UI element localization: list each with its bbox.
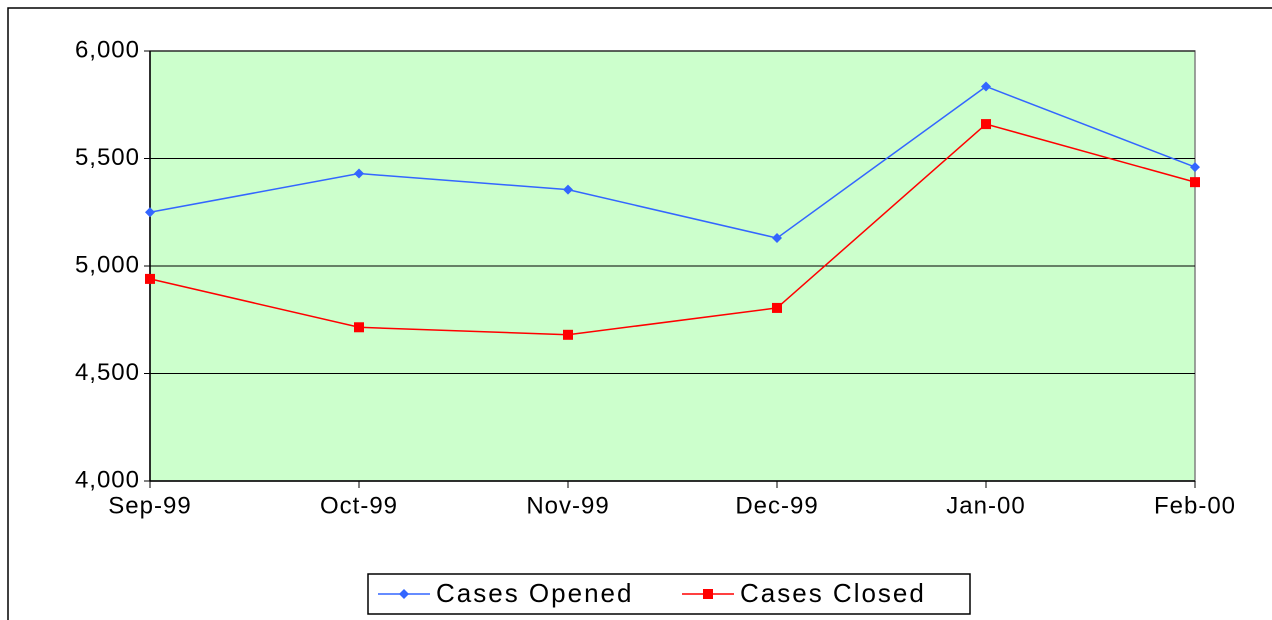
y-tick-label: 6,000 bbox=[75, 36, 140, 63]
y-tick-label: 4,000 bbox=[75, 466, 140, 493]
marker bbox=[981, 81, 991, 92]
y-tick-label: 4,500 bbox=[75, 359, 140, 386]
legend-label: Cases Closed bbox=[740, 578, 926, 608]
marker bbox=[354, 322, 364, 333]
marker bbox=[1190, 162, 1200, 173]
line bbox=[149, 123, 1196, 336]
marker bbox=[1190, 177, 1200, 188]
chart-frame bbox=[7, 7, 1272, 620]
marker bbox=[354, 168, 364, 179]
marker bbox=[981, 119, 991, 130]
marker bbox=[772, 302, 782, 313]
y-tick-label: 5,500 bbox=[75, 144, 140, 171]
x-tick-label: Dec-99 bbox=[735, 492, 818, 519]
x-tick-label: Oct-99 bbox=[320, 492, 398, 519]
line bbox=[149, 85, 1196, 239]
marker bbox=[703, 589, 713, 599]
x-tick-label: Nov-99 bbox=[526, 492, 609, 519]
x-tick-label: Jan-00 bbox=[946, 492, 1025, 519]
marker bbox=[145, 207, 155, 218]
marker bbox=[399, 589, 409, 599]
marker bbox=[145, 273, 155, 284]
x-tick-label: Feb-00 bbox=[1154, 492, 1236, 519]
marker bbox=[563, 329, 573, 340]
marker bbox=[563, 184, 573, 195]
legend bbox=[367, 573, 971, 615]
legend-label: Cases Opened bbox=[436, 578, 633, 608]
x-tick-label: Sep-99 bbox=[108, 492, 191, 519]
marker bbox=[772, 233, 782, 244]
y-tick-label: 5,000 bbox=[75, 251, 140, 278]
